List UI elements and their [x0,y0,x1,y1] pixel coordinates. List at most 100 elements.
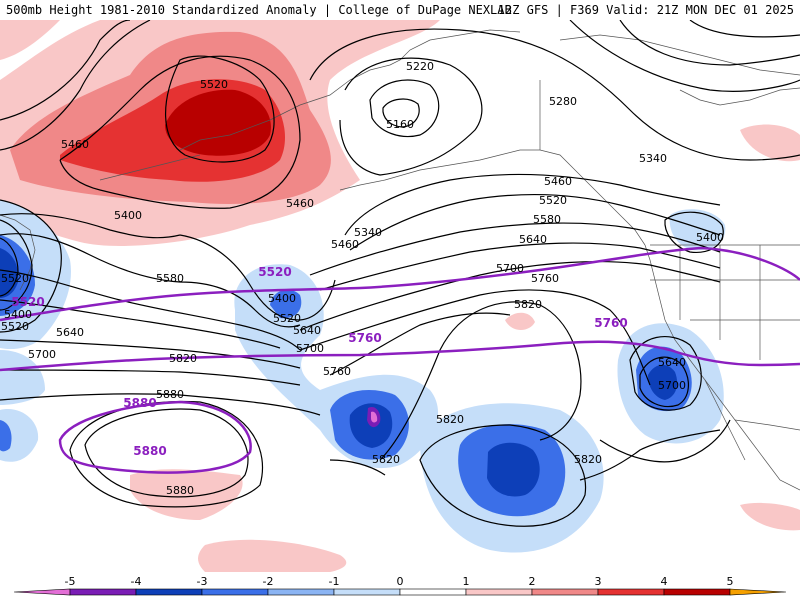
contour-label: 5520 [539,194,567,207]
contour-label: 5760 [323,365,351,378]
contour-5400-trough [0,233,301,328]
contour-label: 5220 [406,60,434,73]
highlight-5520 [0,246,800,322]
model-valid-time: 12Z GFS | F369 Valid: 21Z MON DEC 01 202… [497,3,794,17]
legend-tick: -4 [131,575,142,588]
legend-tick: 4 [661,575,668,588]
contour-label: 5340 [639,152,667,165]
legend-tick: 1 [463,575,470,588]
contour-5520-west [0,269,301,351]
hudson-coast [679,87,800,106]
anomaly-neg2-central-pacific [270,289,302,319]
contour-label: 5400 [4,308,32,321]
contour-label: 5460 [331,238,359,251]
contour-label: 5460 [544,175,572,188]
anomaly-pos1-mid-pacific [505,312,535,330]
contour-5280-aleutian [0,237,19,297]
contour-5400-aleutian-low [0,199,62,333]
aleutian-chain [99,154,201,181]
contour-label: 5580 [156,272,184,285]
legend-swatch-neg3 [135,588,203,596]
mexico-border [734,419,800,431]
contour-label-layer: 5520 5460 5220 5160 5280 5340 5460 5520 … [1,60,724,497]
contour-label: 5700 [28,348,56,361]
anomaly-neg1-subtropic-west [0,350,45,405]
contour-label: 5700 [496,262,524,275]
highlighted-contours [0,246,800,474]
contour-5820-main [379,301,582,461]
legend-swatch-neg2 [201,588,269,596]
contour-label: 5400 [268,292,296,305]
contour-label: 5880 [166,484,194,497]
legend-arrow-right [729,588,787,596]
contour-5520-alaska-low [164,55,275,163]
contour-label: 5700 [658,379,686,392]
contour-5820-west [0,393,321,416]
map-svg: 5520 5460 5220 5160 5280 5340 5460 5520 … [0,20,800,576]
contour-5400-pnw [664,211,724,253]
contour-label: 5640 [56,326,84,339]
contour-5700-west [0,369,301,386]
contour-5160-low [382,98,420,128]
contour-5340 [309,28,800,161]
legend-tick: 5 [727,575,734,588]
contour-label: 5820 [436,413,464,426]
height-contours [0,20,800,527]
legend-tick: 0 [397,575,404,588]
contour-5820-lower [329,459,386,476]
contour-label: 5760 [531,272,559,285]
contour-5820-east [599,419,731,463]
contour-label: 5400 [696,231,724,244]
highlight-label: 5880 [123,396,156,410]
contour-5460-trough [179,234,336,321]
legend-swatch-pos1 [465,588,533,596]
anomaly-neg2-west-edge [0,420,12,452]
contour-5220-low [369,79,440,138]
contour-5520-main [309,222,721,276]
contour-5760-main [329,312,511,376]
anomaly-pos1-northwest [0,20,60,60]
legend-swatch-neg1 [267,588,335,596]
highlight-label: 5520 [258,265,291,279]
contour-label: 5520 [200,78,228,91]
contour-label: 5820 [169,352,197,365]
contour-label: 5460 [61,138,89,151]
highlight-5880 [58,400,252,474]
contour-label: 5400 [114,209,142,222]
highlight-label-layer: 5520 5760 5760 5520 5880 5880 [11,265,627,458]
contour-5460-main [349,193,721,251]
anomaly-neg5-low-center [371,411,378,423]
contour-5880-high [84,408,249,498]
contour-5460-west [0,213,181,239]
map-panel: 5520 5460 5220 5160 5280 5340 5460 5520 … [0,20,800,576]
anomaly-pos1-subtropic-b [198,539,347,576]
legend-tick: -1 [329,575,340,588]
legend-arrow-left [13,588,71,596]
contour-ne-a [619,20,800,66]
contour-5280 [339,57,483,176]
coastlines-and-borders [0,29,800,491]
anomaly-legend: -5 -4 -3 -2 -1 0 1 2 3 4 5 [0,572,800,600]
legend-tick: 2 [529,575,536,588]
contour-label: 5640 [658,356,686,369]
legend-tick: 3 [595,575,602,588]
contour-5460-ring [59,55,301,209]
contour-5340-aleutian [0,219,33,311]
legend-swatch-neg4 [69,588,137,596]
highlight-label: 5760 [348,331,381,345]
alaska-south-coast [339,149,646,246]
contour-5340-main [344,173,721,236]
contour-5820-right [579,429,721,481]
contour-label: 5820 [574,453,602,466]
contour-label: 5520 [1,320,29,333]
legend-tick: -5 [65,575,76,588]
anomaly-pos1-subtropic-a [130,469,243,520]
contour-label: 5160 [386,118,414,131]
legend-tick: -3 [197,575,208,588]
contour-5640-california-low [629,336,702,411]
contour-5640-west [0,339,301,369]
kamchatka-coast [0,214,36,291]
legend-swatch-pos3 [597,588,665,596]
contour-label: 5460 [286,197,314,210]
